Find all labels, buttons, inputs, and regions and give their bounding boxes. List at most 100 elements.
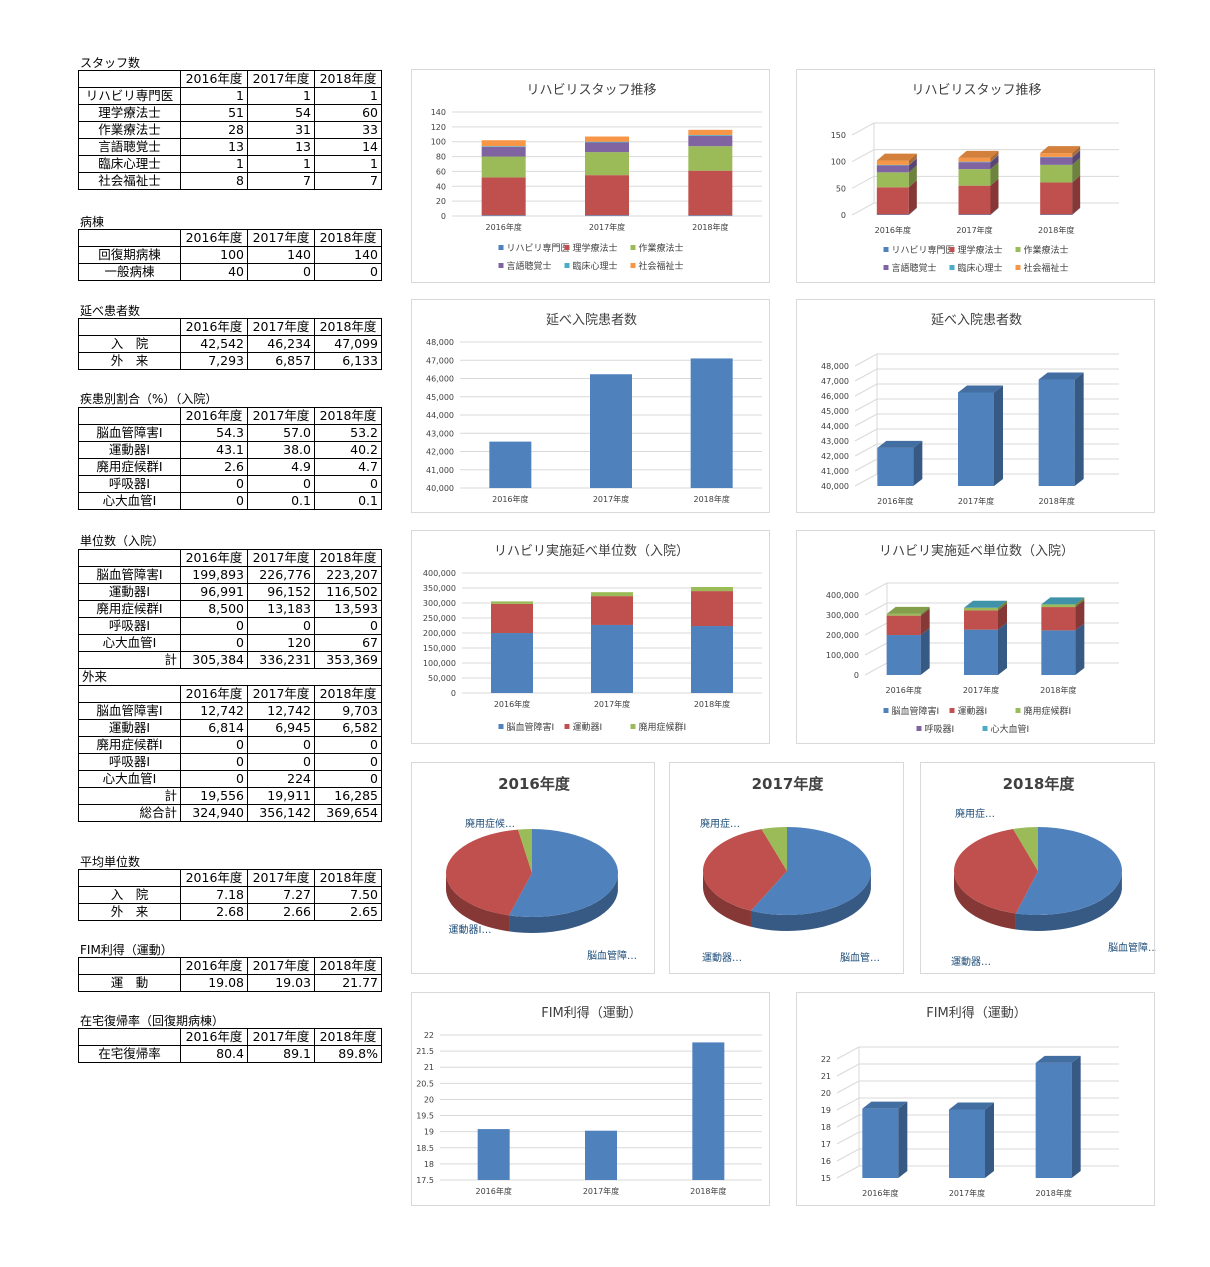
y-tick-label: 43,000: [426, 429, 454, 438]
cell-value: 12,742: [180, 702, 248, 720]
cell-value: 0: [180, 736, 248, 754]
row-label: 脳血管障害Ⅰ: [78, 702, 181, 720]
chart-staff-2d: リハビリスタッフ推移 0 20 40 60 80 100 120 140 2016年度 2017年度…: [411, 69, 770, 283]
y-tick-label: 100,000: [423, 659, 456, 668]
slice-label: 運動器…: [951, 955, 991, 968]
table-row: 運動器Ⅰ 6,814 6,945 6,582: [78, 719, 382, 737]
pie-slice-side: [703, 870, 751, 927]
legend-swatch: [1015, 708, 1021, 713]
bar-front: [886, 635, 921, 675]
table-row: 運 動 19.08 19.03 21.77: [78, 974, 382, 992]
table-staff: 2016年度 2017年度 2018年度 リハビリ専門医 1 1 1 理学療法士 51 54 60 作…: [78, 70, 382, 190]
pie-slice-side: [446, 873, 510, 932]
x-tick-label: 2018年度: [1040, 685, 1076, 695]
pie-slice: [1013, 827, 1038, 871]
row-label: リハビリ専門医: [78, 87, 181, 105]
bar-side: [908, 158, 917, 173]
bar-top: [886, 606, 930, 614]
cell-value: 33: [314, 121, 382, 139]
x-tick-label: 2018年度: [694, 699, 730, 709]
cell-value: 6,857: [247, 352, 315, 370]
bar: [691, 587, 733, 592]
bar: [585, 136, 629, 142]
y-tick-label: 21: [821, 1072, 831, 1081]
table-title: 延べ患者数: [80, 304, 141, 318]
year-header: 2017年度: [247, 318, 315, 336]
slice-label: 運動器Ⅰ…: [449, 923, 492, 936]
cell-value: 0: [247, 753, 315, 771]
y-tick-label: 200,000: [826, 631, 859, 640]
bar-side: [998, 603, 1007, 630]
x-tick-label: 2018年度: [693, 494, 729, 504]
legend-label: 臨床心理士: [958, 262, 1003, 274]
row-label: 廃用症候群Ⅰ: [78, 458, 181, 476]
y-tick-label: 80: [436, 153, 446, 162]
x-tick-label: 2017年度: [958, 496, 994, 506]
table-row: 心大血管Ⅰ 0 120 67: [78, 634, 382, 652]
cell-value: 31: [247, 121, 315, 139]
table-units: 2016年度 2017年度 2018年度 脳血管障害Ⅰ 199,893 226,776 22…: [78, 549, 382, 822]
x-tick-label: 2016年度: [492, 494, 528, 504]
x-tick-label: 2017年度: [949, 1188, 985, 1198]
pie-slice-side: [750, 872, 871, 931]
table-header-row: 2016年度 2017年度 2018年度: [78, 1028, 382, 1046]
cell-value: 19.08: [180, 974, 248, 992]
year-header: 2018年度: [314, 70, 382, 88]
legend-swatch: [916, 726, 922, 731]
y-tick-label: 50,000: [428, 674, 456, 683]
y-tick-label: 0: [841, 211, 846, 220]
cell-value: 336,231: [247, 651, 315, 669]
chart-pie-2017: 2017年度 脳血管… 運動器… 廃用症…: [669, 762, 904, 974]
x-tick-label: 2017年度: [593, 494, 629, 504]
y-tick-label: 0: [854, 671, 859, 680]
year-header: 2016年度: [180, 549, 248, 567]
legend-label: 言語聴覚士: [892, 262, 937, 274]
table-row: 心大血管Ⅰ 0 224 0: [78, 770, 382, 788]
bar: [481, 140, 526, 147]
bar-front: [964, 607, 998, 611]
cell-value: 7.50: [314, 886, 382, 904]
bar-front: [876, 214, 909, 215]
year-header: 2016年度: [180, 685, 248, 703]
table-wards: 2016年度 2017年度 2018年度 回復期病棟 100 140 140 一般病棟 40 0 0: [78, 229, 382, 281]
table-title: 平均単位数: [80, 855, 141, 869]
cell-value: 0: [314, 736, 382, 754]
year-header: 2018年度: [314, 549, 382, 567]
y-tick-label: 44,000: [821, 422, 849, 431]
table-header-row: 2016年度 2017年度 2018年度: [78, 318, 382, 336]
row-label: 脳血管障害Ⅰ: [78, 424, 181, 442]
bar: [491, 603, 533, 634]
table-row: 呼吸器Ⅰ 0 0 0: [78, 475, 382, 493]
x-tick-label: 2018年度: [1038, 496, 1074, 506]
bar-side: [994, 385, 1003, 486]
y-tick-label: 21.5: [416, 1047, 434, 1056]
cell-value: 13,593: [314, 600, 382, 618]
bar-side: [1072, 149, 1081, 158]
y-tick-label: 40,000: [821, 482, 849, 491]
bar-side: [913, 440, 923, 486]
bar: [591, 596, 633, 625]
cell-value: 0: [180, 617, 248, 635]
bar-side: [920, 628, 930, 675]
table-title: 在宅復帰率（回復期病棟）: [80, 1014, 225, 1028]
chart-title: FIM利得（運動）: [926, 1005, 1027, 1021]
pie-slice: [1015, 827, 1122, 915]
cell-value: 43.1: [180, 441, 248, 459]
y-tick-label: 350,000: [423, 584, 456, 593]
table-row: 社会福祉士 8 7 7: [78, 172, 382, 190]
bar-side: [1072, 150, 1081, 165]
year-header: 2018年度: [314, 407, 382, 425]
cell-value: 19,911: [247, 787, 315, 805]
bar: [481, 146, 526, 147]
bar-side: [920, 606, 930, 616]
bar-side: [998, 600, 1007, 611]
chart-fim-2d: FIM利得（運動） 17.5 18 18.5 19 19.5 20 20.5 21 21.5 22 2…: [411, 992, 770, 1206]
bar-front: [886, 615, 921, 636]
table-row: 脳血管障害Ⅰ 54.3 57.0 53.2: [78, 424, 382, 442]
table-title: FIM利得（運動）: [80, 943, 173, 957]
bar-top: [949, 1102, 994, 1110]
y-tick-label: 22: [424, 1031, 434, 1040]
y-tick-label: 18: [821, 1123, 831, 1132]
legend-swatch: [883, 265, 889, 270]
header-blank-cell: [78, 549, 181, 567]
